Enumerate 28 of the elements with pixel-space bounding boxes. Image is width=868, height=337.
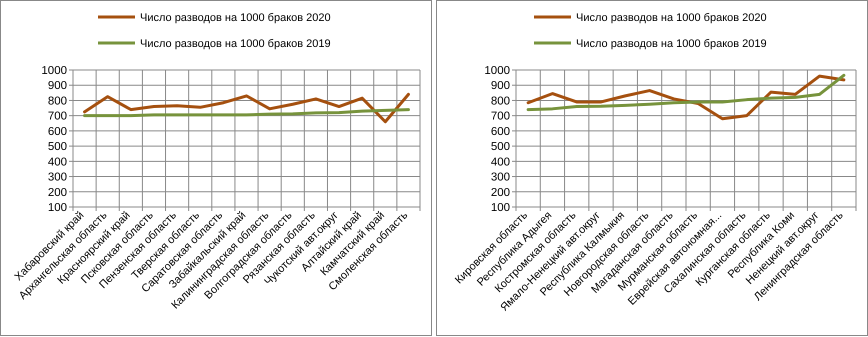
y-tick-label: 1000: [41, 65, 67, 78]
y-tick-label: 900: [490, 80, 510, 92]
y-tick-label: 500: [490, 141, 510, 154]
line-series: [83, 92, 410, 124]
y-tick-label: 600: [48, 126, 67, 138]
y-tick-label: 1000: [484, 65, 510, 78]
y-tick-label: 300: [48, 172, 67, 184]
y-tick-label: 500: [48, 141, 67, 154]
y-tick-label: 900: [48, 80, 67, 92]
y-tick-label: 600: [490, 126, 510, 138]
y-tick-label: 700: [490, 110, 510, 123]
y-tick-label: 200: [490, 186, 510, 199]
line-series: [526, 74, 846, 120]
y-tick-label: 700: [48, 110, 67, 123]
line-series: [83, 108, 410, 118]
line-series: [526, 74, 846, 112]
legend-label: Число разводов на 1000 браков 2019: [576, 38, 767, 50]
y-tick-label: 100: [490, 202, 510, 214]
legend-label: Число разводов на 1000 браков 2019: [140, 38, 331, 50]
y-tick-label: 400: [490, 156, 510, 168]
y-tick-label: 400: [48, 156, 67, 168]
y-tick-label: 300: [490, 172, 510, 184]
y-tick-label: 800: [48, 95, 67, 108]
y-tick-label: 100: [48, 202, 67, 214]
y-tick-label: 800: [490, 95, 510, 108]
y-tick-label: 200: [48, 186, 67, 199]
legend-label: Число разводов на 1000 браков 2020: [140, 12, 331, 24]
legend-label: Число разводов на 1000 браков 2020: [576, 12, 767, 24]
